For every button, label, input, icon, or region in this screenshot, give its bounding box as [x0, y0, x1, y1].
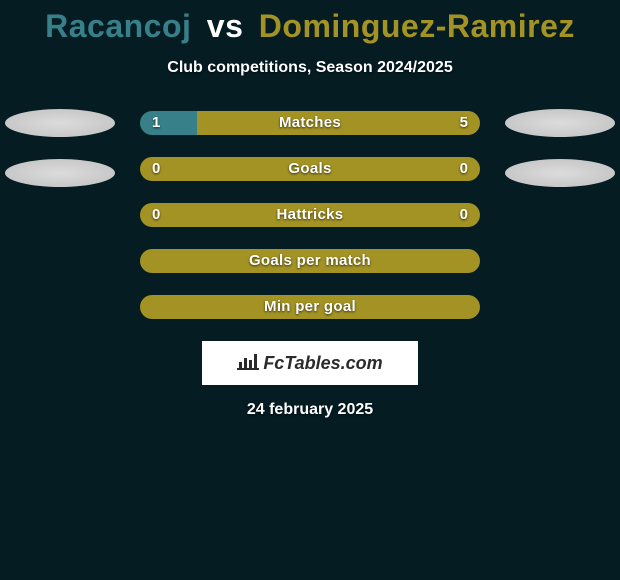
comparison-row: Matches1 5 [0, 111, 620, 135]
logo-text: FcTables.com [263, 353, 382, 374]
stat-bar: Matches1 5 [140, 111, 480, 135]
player2-badge [505, 159, 615, 187]
stat-label: Min per goal [140, 295, 480, 319]
stat-value-left: 1 [152, 111, 160, 135]
stat-value-left: 0 [152, 157, 160, 181]
date: 24 february 2025 [0, 401, 620, 419]
player1-badge [5, 109, 115, 137]
comparison-row: Goals0 0 [0, 157, 620, 181]
stat-label: Hattricks [140, 203, 480, 227]
comparison-row: Min per goal [0, 295, 620, 319]
stat-label: Goals per match [140, 249, 480, 273]
comparison-row: Goals per match [0, 249, 620, 273]
bar-chart-icon [237, 352, 259, 375]
page-title: Racancoj vs Dominguez-Ramirez [0, 0, 620, 45]
stat-label: Goals [140, 157, 480, 181]
player1-badge [5, 159, 115, 187]
vs-text: vs [207, 8, 244, 44]
logo-box: FcTables.com [202, 341, 418, 385]
subtitle: Club competitions, Season 2024/2025 [0, 59, 620, 77]
logo: FcTables.com [237, 352, 382, 375]
stat-label: Matches [140, 111, 480, 135]
comparison-row: Hattricks0 0 [0, 203, 620, 227]
stat-value-right: 0 [460, 157, 468, 181]
stat-bar: Min per goal [140, 295, 480, 319]
stat-bar: Goals per match [140, 249, 480, 273]
stat-value-right: 5 [460, 111, 468, 135]
stat-bar: Goals0 0 [140, 157, 480, 181]
player2-badge [505, 109, 615, 137]
player2-name: Dominguez-Ramirez [259, 8, 575, 44]
stat-value-left: 0 [152, 203, 160, 227]
player1-name: Racancoj [45, 8, 191, 44]
stat-value-right: 0 [460, 203, 468, 227]
comparison-rows: Matches15Goals00Hattricks00Goals per mat… [0, 111, 620, 319]
stat-bar: Hattricks0 0 [140, 203, 480, 227]
